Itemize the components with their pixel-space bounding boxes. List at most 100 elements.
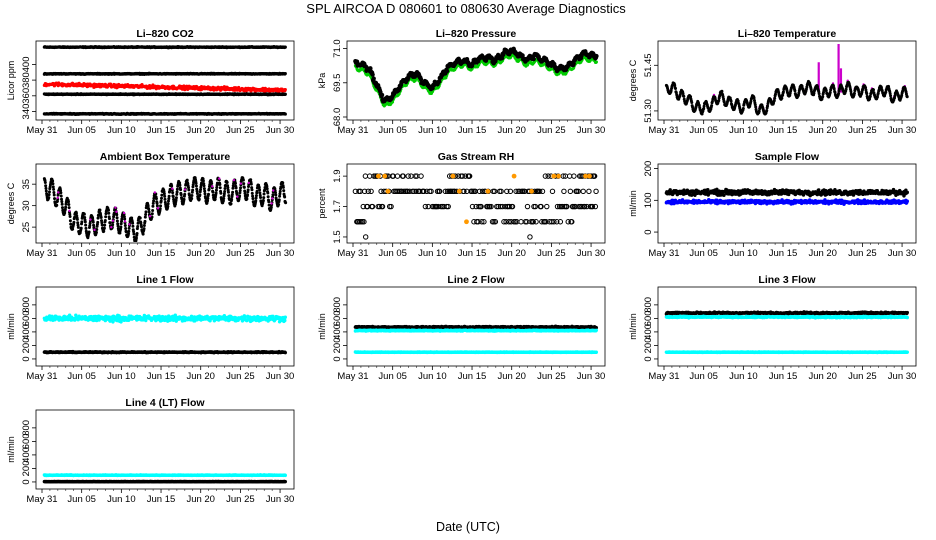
data-point [749,99,753,103]
panel-frame [346,40,606,121]
data-point [96,220,100,224]
data-point [225,180,229,184]
data-point [67,202,71,206]
data-point [780,96,784,100]
data-point [60,206,64,210]
data-point [68,215,72,219]
data-point [226,190,230,194]
data-point [214,191,218,195]
data-point [262,192,266,196]
data-point [267,200,271,204]
x-tick-label: Jun 25 [226,125,255,136]
data-point [222,192,226,196]
data-point [186,186,190,190]
data-point [207,187,211,191]
data-point [179,193,183,197]
y-tick-label: 51.30 [643,99,654,123]
data-point [131,224,135,228]
data-point [64,205,68,209]
data-point [195,189,199,193]
data-point [223,190,227,194]
data-point [702,104,706,108]
data-point [75,217,79,221]
data-point [136,221,140,225]
y-axis-label: kPa [317,73,327,89]
data-point [130,216,134,220]
data-point [80,220,84,224]
data-point [852,91,856,95]
data-point [203,192,207,196]
data-point [144,213,148,217]
data-point [182,197,186,201]
data-point [166,202,170,206]
data-point [499,56,505,61]
data-point [203,189,207,193]
series-licor temperature [664,79,909,116]
data-point [773,96,777,100]
data-point [824,89,828,93]
data-point [166,204,170,208]
data-point [91,220,95,224]
data-point [722,100,726,104]
panel-title: Li–820 Pressure [436,28,517,40]
data-point [772,99,776,103]
data-point [88,224,92,228]
data-point [96,216,100,220]
data-point [221,199,225,203]
data-point [865,92,869,96]
data-point [206,199,210,203]
data-point [69,222,73,226]
data-point [152,199,156,203]
x-tick-label: Jun 25 [848,125,877,136]
data-point [47,190,51,194]
data-point [875,95,879,99]
data-point [717,99,721,103]
data-point [120,219,124,223]
data-point [146,204,150,208]
data-point [198,190,202,194]
data-point [194,184,198,188]
y-tick-label: 400 [21,56,32,72]
data-point [142,224,146,228]
data-point [76,223,80,227]
data-point [257,186,261,190]
data-point [230,197,234,201]
data-point [92,223,96,227]
data-point [71,227,75,231]
data-point [132,230,136,234]
data-point [226,186,230,190]
data-point [837,92,841,96]
data-point [119,225,123,229]
data-point [141,232,145,236]
data-point [241,178,245,182]
y-tick-label: 30 [21,200,32,211]
data-point [741,106,745,110]
data-point [147,208,151,212]
data-point [283,88,287,92]
data-point [179,188,183,192]
data-point [250,188,254,192]
data-point [131,221,135,225]
data-point [120,217,124,221]
data-point [152,196,156,200]
data-point [255,189,259,193]
data-point [126,232,130,236]
data-point [418,77,424,82]
data-point [214,188,218,192]
data-point [250,191,254,195]
data-point [249,182,253,186]
x-tick-label: Jun 05 [378,125,407,136]
data-point [103,223,107,227]
panel-marks [353,46,599,108]
data-point [277,202,281,206]
data-point [72,220,76,224]
data-point [682,94,686,98]
data-point [100,223,104,227]
data-point [138,216,142,220]
data-point [765,109,769,113]
data-point [151,204,155,208]
data-point [849,89,853,93]
data-point [67,206,71,210]
